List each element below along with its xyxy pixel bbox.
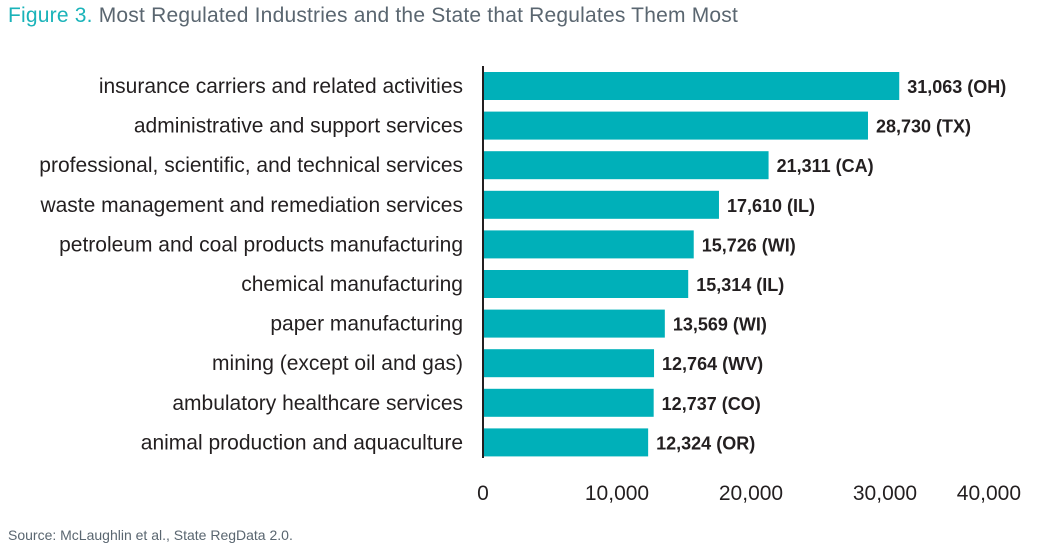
chart-title: Figure 3. Most Regulated Industries and … [8,4,738,28]
bar [483,388,654,417]
category-label: paper manufacturing [270,313,463,336]
figure-number: Figure 3. [8,4,93,27]
data-label: 12,324 (OR) [656,433,755,453]
bar [483,270,689,298]
bar [483,151,769,180]
data-label: 31,063 (OH) [907,77,1006,97]
category-label: waste management and remediation service… [39,194,463,217]
bar [483,111,868,140]
x-tick-label: 40,000 [957,482,1021,505]
data-label: 12,764 (WV) [662,354,763,374]
category-label: administrative and support services [134,115,463,138]
data-label: 28,730 (TX) [876,117,971,137]
category-label: professional, scientific, and technical … [39,154,463,177]
bar [483,72,900,100]
category-label: insurance carriers and related activitie… [99,75,463,98]
data-label: 17,610 (IL) [727,196,815,216]
data-label: 15,314 (IL) [696,275,784,295]
figure-title: Most Regulated Industries and the State … [98,4,738,27]
bar [483,349,655,378]
data-label: 21,311 (CA) [777,156,874,176]
data-label: 15,726 (WI) [702,235,796,255]
x-tick-label: 10,000 [585,482,649,505]
category-label: animal production and aquaculture [141,431,463,454]
data-label: 12,737 (CO) [662,394,761,414]
data-label: 13,569 (WI) [673,315,767,335]
bar [483,428,649,457]
category-label: ambulatory healthcare services [172,392,463,415]
x-tick-label: 20,000 [719,482,783,505]
category-label: petroleum and coal products manufacturin… [59,233,463,256]
bar [483,230,694,259]
x-tick-label: 0 [477,482,489,505]
category-label: chemical manufacturing [241,273,463,296]
category-label: mining (except oil and gas) [212,352,463,375]
x-tick-label: 30,000 [853,482,917,505]
bar [483,309,665,338]
source-note: Source: McLaughlin et al., State RegData… [8,527,293,543]
bar [483,190,719,219]
